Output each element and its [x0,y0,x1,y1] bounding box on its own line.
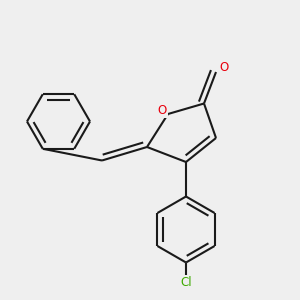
Text: Cl: Cl [180,276,192,290]
Text: O: O [219,61,228,74]
Text: O: O [158,104,166,117]
